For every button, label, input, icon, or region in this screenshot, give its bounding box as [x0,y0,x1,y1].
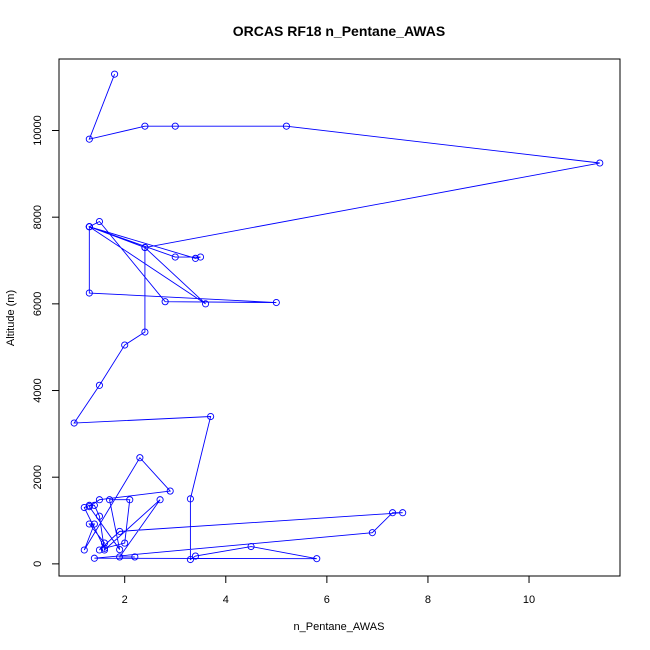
x-axis-tick-label: 8 [425,594,431,606]
x-axis-tick-label: 4 [223,594,229,606]
x-axis-tick-label: 2 [122,594,128,606]
x-axis-label: n_Pentane_AWAS [294,621,385,633]
data-point [116,527,124,535]
data-point [171,253,179,261]
data-point [186,555,194,564]
data-point [389,509,397,517]
data-point [85,501,93,509]
plot-frame [58,58,621,577]
data-point [272,298,280,307]
data-point [207,412,215,421]
y-axis-tick-label: 10000 [32,115,44,146]
data-point [141,243,149,252]
series-line [73,74,600,561]
data-point [95,512,103,520]
data-point [161,298,169,306]
data-point [186,495,194,503]
y-axis-label: Altitude (m) [5,290,17,346]
y-axis-tick-label: 4000 [32,378,44,402]
data-point [126,496,134,504]
data-point [191,254,200,262]
data-point [166,487,174,495]
axes: 2 4 6 8 10 0 2000 4000 6000 8000 10000 [32,115,535,606]
data-point [90,554,98,562]
data-point [596,159,604,167]
data-point [121,539,129,547]
data-point [90,520,98,528]
data-point [116,546,124,554]
data-series [70,70,604,564]
data-point [171,122,179,130]
data-point [95,496,103,504]
data-point [399,509,407,517]
data-point [85,135,93,143]
data-point [313,555,321,563]
data-point [131,553,139,561]
y-axis-tick-label: 6000 [32,292,44,316]
data-point [100,544,109,552]
x-axis-tick-label: 6 [324,594,330,606]
data-point [85,223,93,231]
x-axis-tick-label: 10 [523,594,535,606]
y-axis-tick-label: 0 [32,561,44,567]
data-point [156,496,164,504]
data-point [95,217,103,226]
data-point [100,539,109,547]
data-point [85,520,93,528]
data-point [202,300,210,308]
data-point [100,546,109,554]
data-point [368,529,376,537]
data-point [85,289,93,297]
data-point [95,381,103,389]
data-point [80,546,88,554]
data-point [136,454,144,462]
data-point [191,552,200,560]
data-point [141,328,149,336]
data-point [90,501,98,509]
data-point [282,122,290,130]
data-point [141,122,149,130]
y-axis-tick-label: 8000 [32,205,44,229]
data-point [111,70,119,78]
data-point [95,546,103,554]
data-point [70,419,78,427]
data-point [121,341,129,349]
data-point [116,553,124,561]
data-point [247,542,255,551]
data-point [196,253,205,261]
data-point [105,496,114,504]
chart-title: ORCAS RF18 n_Pentane_AWAS [233,23,445,39]
y-axis-tick-label: 2000 [32,465,44,489]
